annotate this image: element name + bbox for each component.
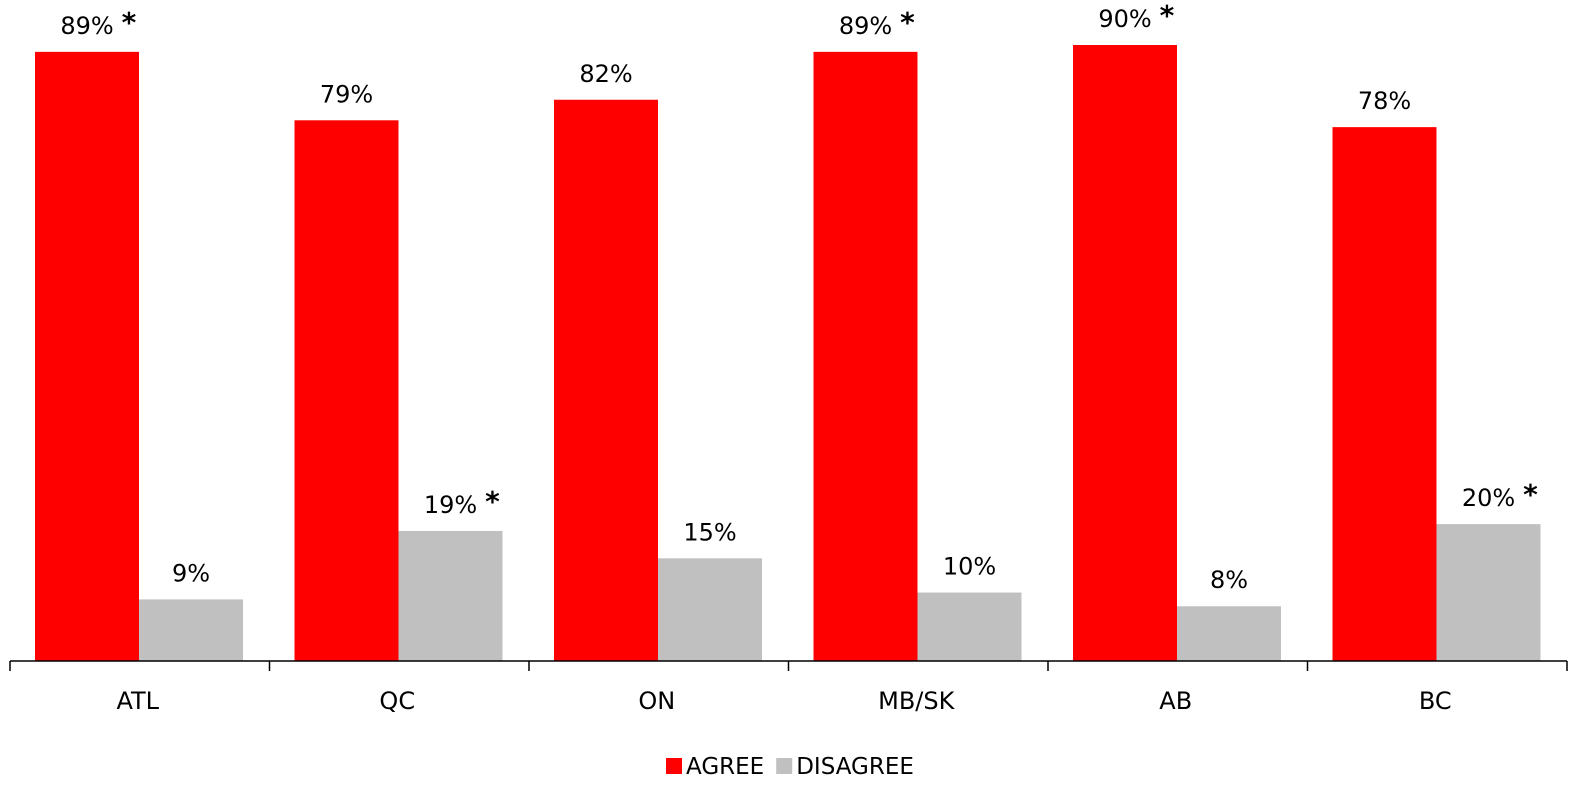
data-label-agree: 82% — [579, 60, 632, 88]
legend-label-agree: AGREE — [686, 754, 764, 780]
data-label-agree: 79% — [320, 80, 373, 108]
x-tick-label: ATL — [116, 687, 159, 715]
bar-agree — [294, 120, 399, 662]
data-label-disagree: 10% — [943, 553, 996, 581]
bar-agree — [554, 99, 658, 661]
bar-agree — [1332, 127, 1437, 662]
legend-label-disagree: DISAGREE — [796, 754, 914, 780]
x-tick-label: AB — [1159, 687, 1192, 715]
data-label-disagree: 20% — [1462, 484, 1515, 512]
data-labels-layer: 89% * 9% 79% 19% * 82% 15% 89% * 10% 90% * 8% 78% 20% * — [60, 0, 1538, 594]
x-tick-label: QC — [379, 687, 415, 715]
significance-marker: * — [900, 6, 915, 39]
bar-disagree — [139, 599, 243, 661]
bars-layer — [35, 45, 1541, 662]
bar-disagree — [658, 558, 762, 661]
data-label-agree: 90% — [1098, 5, 1151, 33]
data-label-agree: 78% — [1358, 87, 1411, 115]
data-label-agree: 89% — [60, 12, 113, 40]
bar-disagree — [398, 530, 503, 661]
x-axis: ATL QC ON MB/SK AB BC — [9, 660, 1568, 715]
significance-marker: * — [1160, 0, 1175, 32]
data-label-disagree: 19% — [424, 491, 477, 519]
significance-marker: * — [122, 6, 137, 39]
bar-disagree — [917, 592, 1022, 661]
significance-marker: * — [1523, 478, 1538, 511]
x-tick-label: MB/SK — [878, 687, 955, 715]
x-tick-label: ON — [638, 687, 675, 715]
data-label-agree: 89% — [839, 12, 892, 40]
bar-agree — [35, 51, 139, 662]
bar-disagree — [1436, 524, 1541, 661]
x-tick-label: BC — [1419, 687, 1452, 715]
data-label-disagree: 15% — [683, 518, 736, 546]
legend-swatch-disagree — [776, 758, 793, 774]
bar-agree — [1073, 45, 1177, 661]
legend-swatch-agree — [666, 758, 682, 774]
data-label-disagree: 9% — [172, 559, 210, 587]
legend: AGREE DISAGREE — [666, 754, 914, 780]
bar-agree — [813, 51, 918, 662]
bar-disagree — [1177, 606, 1281, 661]
significance-marker: * — [485, 485, 500, 518]
data-label-disagree: 8% — [1210, 566, 1248, 594]
